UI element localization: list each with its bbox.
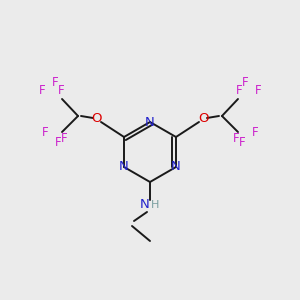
Text: F: F bbox=[242, 76, 248, 89]
Text: O: O bbox=[199, 112, 209, 124]
Text: N: N bbox=[171, 160, 181, 173]
Text: F: F bbox=[58, 83, 64, 97]
Text: N: N bbox=[119, 160, 129, 173]
Text: F: F bbox=[252, 127, 258, 140]
Text: F: F bbox=[52, 76, 58, 89]
Text: F: F bbox=[233, 131, 239, 145]
Text: F: F bbox=[61, 131, 67, 145]
Text: O: O bbox=[91, 112, 101, 124]
Text: F: F bbox=[39, 85, 45, 98]
Text: N: N bbox=[145, 116, 155, 128]
Text: N: N bbox=[140, 199, 150, 212]
Text: F: F bbox=[55, 136, 61, 149]
Text: F: F bbox=[255, 85, 261, 98]
Text: F: F bbox=[239, 136, 245, 149]
Text: F: F bbox=[42, 127, 48, 140]
Text: H: H bbox=[151, 200, 159, 210]
Text: F: F bbox=[236, 83, 242, 97]
